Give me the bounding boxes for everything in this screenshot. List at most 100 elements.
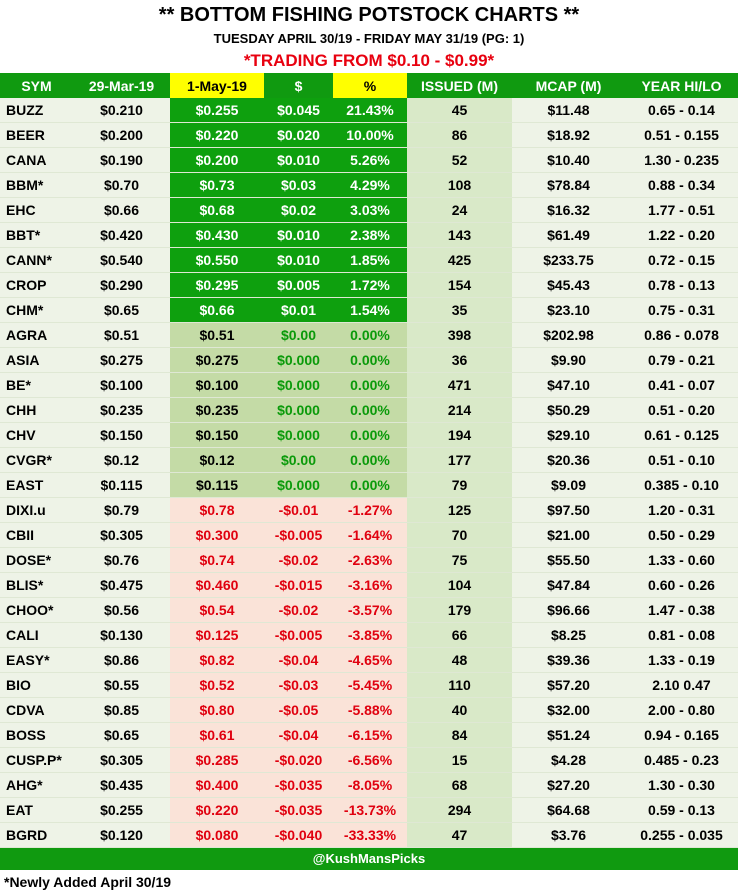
dollar-change-cell: -$0.035 bbox=[264, 797, 333, 823]
mcap-cell: $11.48 bbox=[512, 98, 625, 123]
issued-cell: 471 bbox=[407, 372, 512, 398]
price-1-may-cell: $0.78 bbox=[170, 497, 264, 523]
year-hi-lo-cell: 1.22 - 0.20 bbox=[625, 222, 738, 248]
col-header-percent-change: % bbox=[333, 73, 407, 98]
price-1-may-cell: $0.285 bbox=[170, 747, 264, 773]
percent-change-cell: -2.63% bbox=[333, 547, 407, 573]
price-29-mar-cell: $0.435 bbox=[73, 772, 170, 798]
issued-cell: 194 bbox=[407, 422, 512, 448]
price-29-mar-cell: $0.66 bbox=[73, 197, 170, 223]
mcap-cell: $9.09 bbox=[512, 472, 625, 498]
year-hi-lo-cell: 0.41 - 0.07 bbox=[625, 372, 738, 398]
price-29-mar-cell: $0.120 bbox=[73, 822, 170, 848]
price-29-mar-cell: $0.130 bbox=[73, 622, 170, 648]
percent-change-cell: 10.00% bbox=[333, 122, 407, 148]
price-29-mar-cell: $0.79 bbox=[73, 497, 170, 523]
table-row: BIO $0.55 $0.52 -$0.03 -5.45% 110 $57.20 2.10 0… bbox=[0, 672, 738, 698]
symbol-cell: BOSS bbox=[0, 722, 73, 748]
mcap-cell: $233.75 bbox=[512, 247, 625, 273]
symbol-cell: CANN* bbox=[0, 247, 73, 273]
symbol-cell: CHM* bbox=[0, 297, 73, 323]
price-29-mar-cell: $0.420 bbox=[73, 222, 170, 248]
price-29-mar-cell: $0.305 bbox=[73, 522, 170, 548]
percent-change-cell: -5.88% bbox=[333, 697, 407, 723]
mcap-cell: $55.50 bbox=[512, 547, 625, 573]
price-1-may-cell: $0.295 bbox=[170, 272, 264, 298]
table-row: AHG* $0.435 $0.400 -$0.035 -8.05% 68 $27.20 1.3… bbox=[0, 772, 738, 798]
table-row: CHOO* $0.56 $0.54 -$0.02 -3.57% 179 $96.66 1.47… bbox=[0, 597, 738, 623]
issued-cell: 154 bbox=[407, 272, 512, 298]
mcap-cell: $50.29 bbox=[512, 397, 625, 423]
table-row: CROP $0.290 $0.295 $0.005 1.72% 154 $45.43 0.78… bbox=[0, 272, 738, 298]
mcap-cell: $20.36 bbox=[512, 447, 625, 473]
price-1-may-cell: $0.12 bbox=[170, 447, 264, 473]
percent-change-cell: -1.27% bbox=[333, 497, 407, 523]
price-29-mar-cell: $0.190 bbox=[73, 147, 170, 173]
symbol-cell: EAT bbox=[0, 797, 73, 823]
mcap-cell: $8.25 bbox=[512, 622, 625, 648]
date-range-subtitle: TUESDAY APRIL 30/19 - FRIDAY MAY 31/19 (… bbox=[213, 31, 525, 46]
col-header-year-hi-lo: YEAR HI/LO bbox=[625, 73, 738, 98]
symbol-cell: CHOO* bbox=[0, 597, 73, 623]
percent-change-cell: -3.85% bbox=[333, 622, 407, 648]
issued-cell: 15 bbox=[407, 747, 512, 773]
table-row: CHV $0.150 $0.150 $0.000 0.00% 194 $29.10 0.61 … bbox=[0, 422, 738, 448]
dollar-change-cell: $0.010 bbox=[264, 222, 333, 248]
price-29-mar-cell: $0.85 bbox=[73, 697, 170, 723]
symbol-cell: EASY* bbox=[0, 647, 73, 673]
year-hi-lo-cell: 1.77 - 0.51 bbox=[625, 197, 738, 223]
price-1-may-cell: $0.400 bbox=[170, 772, 264, 798]
mcap-cell: $57.20 bbox=[512, 672, 625, 698]
year-hi-lo-cell: 1.30 - 0.235 bbox=[625, 147, 738, 173]
percent-change-cell: 1.54% bbox=[333, 297, 407, 323]
percent-change-cell: 21.43% bbox=[333, 98, 407, 123]
dollar-change-cell: -$0.02 bbox=[264, 547, 333, 573]
table-body: BUZZ $0.210 $0.255 $0.045 21.43% 45 $11.48 0.65… bbox=[0, 98, 738, 848]
symbol-cell: ASIA bbox=[0, 347, 73, 373]
symbol-cell: BUZZ bbox=[0, 98, 73, 123]
mcap-cell: $47.84 bbox=[512, 572, 625, 598]
symbol-cell: CROP bbox=[0, 272, 73, 298]
price-1-may-cell: $0.80 bbox=[170, 697, 264, 723]
dollar-change-cell: $0.005 bbox=[264, 272, 333, 298]
percent-change-cell: -13.73% bbox=[333, 797, 407, 823]
symbol-cell: BLIS* bbox=[0, 572, 73, 598]
table-row: BOSS $0.65 $0.61 -$0.04 -6.15% 84 $51.24 0.94 -… bbox=[0, 722, 738, 748]
symbol-cell: CANA bbox=[0, 147, 73, 173]
symbol-cell: EHC bbox=[0, 197, 73, 223]
symbol-cell: CUSP.P* bbox=[0, 747, 73, 773]
price-1-may-cell: $0.235 bbox=[170, 397, 264, 423]
percent-change-cell: -4.65% bbox=[333, 647, 407, 673]
price-29-mar-cell: $0.200 bbox=[73, 122, 170, 148]
table-row: CANN* $0.540 $0.550 $0.010 1.85% 425 $233.75 0.… bbox=[0, 247, 738, 273]
mcap-cell: $18.92 bbox=[512, 122, 625, 148]
symbol-cell: CHH bbox=[0, 397, 73, 423]
price-29-mar-cell: $0.65 bbox=[73, 722, 170, 748]
stock-table: SYM 29-Mar-19 1-May-19 $ % ISSUED (M) MC… bbox=[0, 73, 738, 848]
price-29-mar-cell: $0.305 bbox=[73, 747, 170, 773]
issued-cell: 110 bbox=[407, 672, 512, 698]
issued-cell: 35 bbox=[407, 297, 512, 323]
table-row: CBII $0.305 $0.300 -$0.005 -1.64% 70 $21.00 0.5… bbox=[0, 522, 738, 548]
year-hi-lo-cell: 1.20 - 0.31 bbox=[625, 497, 738, 523]
table-row: BBT* $0.420 $0.430 $0.010 2.38% 143 $61.49 1.22… bbox=[0, 222, 738, 248]
issued-cell: 108 bbox=[407, 172, 512, 198]
mcap-cell: $96.66 bbox=[512, 597, 625, 623]
issued-cell: 24 bbox=[407, 197, 512, 223]
issued-cell: 52 bbox=[407, 147, 512, 173]
symbol-cell: CALI bbox=[0, 622, 73, 648]
dollar-change-cell: $0.045 bbox=[264, 98, 333, 123]
percent-change-cell: -3.16% bbox=[333, 572, 407, 598]
price-29-mar-cell: $0.540 bbox=[73, 247, 170, 273]
table-row: BBM* $0.70 $0.73 $0.03 4.29% 108 $78.84 0.88 - … bbox=[0, 172, 738, 198]
year-hi-lo-cell: 1.47 - 0.38 bbox=[625, 597, 738, 623]
percent-change-cell: -33.33% bbox=[333, 822, 407, 848]
price-29-mar-cell: $0.150 bbox=[73, 422, 170, 448]
issued-cell: 48 bbox=[407, 647, 512, 673]
price-1-may-cell: $0.300 bbox=[170, 522, 264, 548]
col-header-mcap: MCAP (M) bbox=[512, 73, 625, 98]
year-hi-lo-cell: 0.86 - 0.078 bbox=[625, 322, 738, 348]
year-hi-lo-cell: 2.10 0.47 bbox=[625, 672, 738, 698]
percent-change-cell: 0.00% bbox=[333, 472, 407, 498]
price-1-may-cell: $0.220 bbox=[170, 797, 264, 823]
